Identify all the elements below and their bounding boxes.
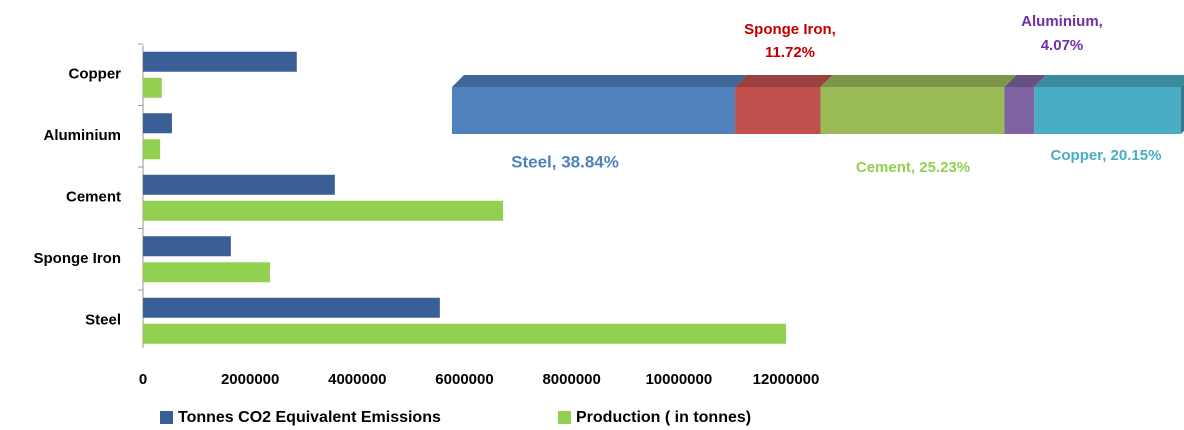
data-label: Steel, 38.84% <box>511 152 619 171</box>
y-tick-label: Copper <box>69 66 122 83</box>
bar-side <box>1181 84 1184 134</box>
y-tick-label: Steel <box>85 312 121 329</box>
bar <box>143 51 297 72</box>
legend-swatch <box>558 411 571 424</box>
x-tick-label: 2000000 <box>221 371 279 388</box>
bar-segment <box>1004 87 1035 134</box>
bar <box>143 113 172 134</box>
bar-segment <box>452 87 736 134</box>
bar-segment <box>735 87 821 134</box>
data-label: Aluminium, <box>1021 13 1103 30</box>
data-label: Copper, 20.15% <box>1051 147 1162 164</box>
bar-top <box>735 75 833 87</box>
bar <box>143 236 231 257</box>
legend-label: Tonnes CO2 Equivalent Emissions <box>178 409 441 426</box>
bar-top <box>1004 75 1047 87</box>
legend-label: Production ( in tonnes) <box>576 409 751 426</box>
x-tick-label: 0 <box>139 371 147 388</box>
y-tick-label: Aluminium <box>44 127 122 144</box>
bar <box>143 139 161 160</box>
bar <box>143 200 504 221</box>
bar-top <box>820 75 1017 87</box>
bar <box>143 323 786 344</box>
y-tick-label: Cement <box>66 189 121 206</box>
x-tick-label: 10000000 <box>645 371 712 388</box>
data-label: 11.72% <box>765 44 815 61</box>
bar <box>143 174 335 195</box>
legend-swatch <box>160 411 173 424</box>
x-tick-label: 4000000 <box>328 371 386 388</box>
bar-top <box>452 75 748 87</box>
x-tick-label: 6000000 <box>435 371 493 388</box>
x-tick-label: 12000000 <box>753 371 820 388</box>
bar <box>143 77 162 98</box>
data-label: 4.07% <box>1041 37 1084 54</box>
data-label: Cement, 25.23% <box>856 159 970 176</box>
bar <box>143 297 440 318</box>
data-label: Sponge Iron, <box>744 21 836 38</box>
bar-segment <box>820 87 1005 134</box>
bar-segment <box>1034 87 1181 134</box>
x-tick-label: 8000000 <box>542 371 600 388</box>
bar-top <box>1034 75 1184 87</box>
y-tick-label: Sponge Iron <box>34 250 122 267</box>
bar <box>143 262 270 283</box>
